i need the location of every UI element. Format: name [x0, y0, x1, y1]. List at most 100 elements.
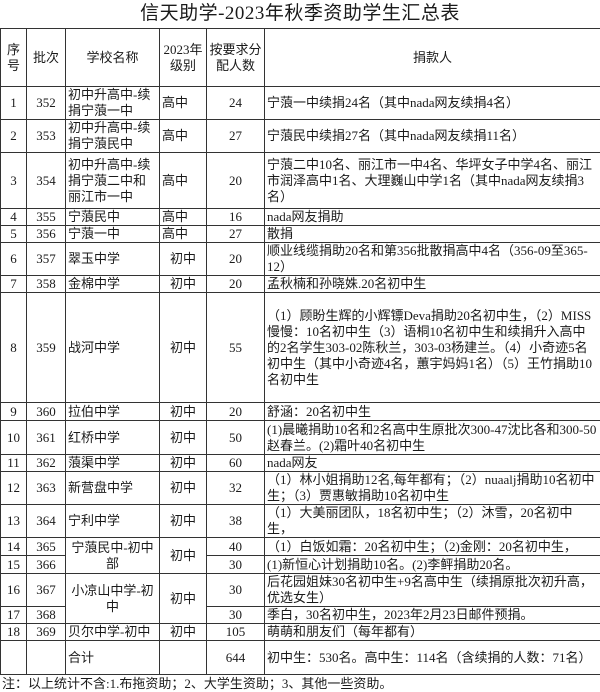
- cell-batch: 353: [27, 120, 66, 153]
- cell-level: 初中: [160, 293, 207, 403]
- header-batch: 批次: [27, 29, 66, 87]
- cell-count: 30: [207, 574, 265, 607]
- header-seq: 序号: [1, 29, 27, 87]
- cell-level: 初中: [160, 455, 207, 472]
- cell-seq: 7: [1, 276, 27, 293]
- cell-count: 50: [207, 421, 265, 455]
- cell-batch: 361: [27, 421, 66, 455]
- cell-donor: 孟秋楠和孙晓姝.20名初中生: [265, 276, 600, 293]
- cell-school: 宁利中学: [66, 505, 160, 538]
- cell-donor: 宁蒗民中续捐27名（其中nada网友续捐11名）: [265, 120, 600, 153]
- cell-donor: 舒涵：20名初中生: [265, 403, 600, 421]
- cell-count: 30: [207, 607, 265, 624]
- cell-level: 高中: [160, 209, 207, 226]
- cell-seq: 13: [1, 505, 27, 538]
- cell-count: 105: [207, 624, 265, 641]
- cell-seq: 9: [1, 403, 27, 421]
- cell-school: 战河中学: [66, 293, 160, 403]
- cell-batch: 356: [27, 226, 66, 243]
- cell-school: 金棉中学: [66, 276, 160, 293]
- cell-count: 32: [207, 472, 265, 505]
- cell-seq: 1: [1, 87, 27, 120]
- cell-batch: 357: [27, 243, 66, 276]
- cell-donor: （1）大美丽团队，18名初中生；（2）沐雪，20名初中生，: [265, 505, 600, 538]
- cell-donor: 后花园姐妹30名初中生+9名高中生（续捐原批次初升高，优选女生）: [265, 574, 600, 607]
- cell-count: 16: [207, 209, 265, 226]
- cell-count: 30: [207, 556, 265, 574]
- cell-level: 初中: [160, 243, 207, 276]
- cell-level: 初中: [160, 538, 207, 574]
- cell-batch: 354: [27, 153, 66, 209]
- cell-batch: 352: [27, 87, 66, 120]
- cell-count: 20: [207, 153, 265, 209]
- cell-count: 27: [207, 226, 265, 243]
- cell-batch: 362: [27, 455, 66, 472]
- cell-batch: 364: [27, 505, 66, 538]
- header-count: 按要求分配人数: [207, 29, 265, 87]
- cell-school: 小凉山中学-初中: [66, 574, 160, 624]
- header-row: 序号 批次 学校名称 2023年级别 按要求分配人数 捐款人: [1, 29, 600, 87]
- cell-batch: 363: [27, 472, 66, 505]
- cell-school: 蒗渠中学: [66, 455, 160, 472]
- cell-batch: 358: [27, 276, 66, 293]
- cell-donor: 顺业线缆捐助20名和第356批散捐高中4名（356-09至365-12）: [265, 243, 600, 276]
- cell-seq: 12: [1, 472, 27, 505]
- cell-school: 新营盘中学: [66, 472, 160, 505]
- cell-level: 初中: [160, 574, 207, 624]
- cell-seq: 15: [1, 556, 27, 574]
- cell-count: 20: [207, 243, 265, 276]
- cell-seq: 16: [1, 574, 27, 607]
- cell-level: 高中: [160, 226, 207, 243]
- cell-level: 初中: [160, 403, 207, 421]
- cell-donor: （1）林小姐捐助12名,每年都有；（2）nuaalj捐助10名初中生；（3）贾惠…: [265, 472, 600, 505]
- cell-school: 贝尔中学-初中: [66, 624, 160, 641]
- cell-level: 初中: [160, 505, 207, 538]
- cell-batch: 355: [27, 209, 66, 226]
- header-level: 2023年级别: [160, 29, 207, 87]
- cell-school: 红桥中学: [66, 421, 160, 455]
- cell-seq: 10: [1, 421, 27, 455]
- cell-seq: 5: [1, 226, 27, 243]
- cell-donor: nada网友捐助: [265, 209, 600, 226]
- cell-count: 24: [207, 87, 265, 120]
- cell-batch: 369: [27, 624, 66, 641]
- cell-school: 初中升高中-续捐宁蒗一中: [66, 87, 160, 120]
- cell-level: 初中: [160, 421, 207, 455]
- cell-donor: (1)新恒心计划捐助10名。(2)李鲆捐助20名。: [265, 556, 600, 574]
- cell-donor: 宁蒗一中续捐24名（其中nada网友续捐4名）: [265, 87, 600, 120]
- cell-batch: 360: [27, 403, 66, 421]
- cell-batch: 359: [27, 293, 66, 403]
- cell-count: 27: [207, 120, 265, 153]
- cell-seq: 14: [1, 538, 27, 556]
- cell-school: 初中升高中-续捐宁蒗二中和丽江市一中: [66, 153, 160, 209]
- cell-school: 拉伯中学: [66, 403, 160, 421]
- cell-donor: nada网友: [265, 455, 600, 472]
- cell-seq: 18: [1, 624, 27, 641]
- cell-count: 20: [207, 403, 265, 421]
- cell-batch: 368: [27, 607, 66, 624]
- footnote: 注：以上统计不含:1.布拖资助；2、大学生资助；3、其他一些资助。: [0, 676, 600, 692]
- cell-donor: 萌萌和朋友们（每年都有）: [265, 624, 600, 641]
- cell-level: 初中: [160, 472, 207, 505]
- cell-donor: 散捐: [265, 226, 600, 243]
- cell-level: 高中: [160, 153, 207, 209]
- cell-level: 高中: [160, 120, 207, 153]
- cell-seq: 8: [1, 293, 27, 403]
- header-school: 学校名称: [66, 29, 160, 87]
- cell-count: 38: [207, 505, 265, 538]
- cell-seq: 4: [1, 209, 27, 226]
- cell-level: 高中: [160, 87, 207, 120]
- cell-batch: 366: [27, 556, 66, 574]
